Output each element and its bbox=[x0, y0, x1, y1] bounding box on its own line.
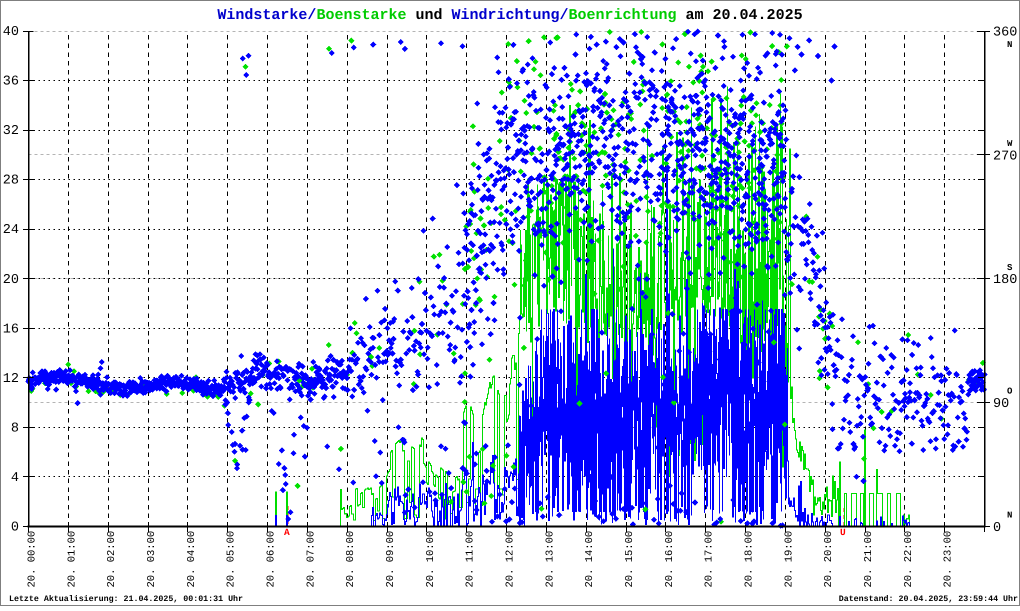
svg-text:16: 16 bbox=[3, 322, 19, 337]
svg-text:8: 8 bbox=[11, 421, 19, 436]
svg-text:20. 14:00: 20. 14:00 bbox=[584, 531, 596, 588]
svg-text:Letzte Aktualisierung: 21.04.2: Letzte Aktualisierung: 21.04.2025, 00:01… bbox=[9, 594, 243, 604]
svg-text:Windstarke/Boenstarke und Wind: Windstarke/Boenstarke und Windrichtung/B… bbox=[217, 7, 802, 24]
svg-text:U: U bbox=[840, 527, 846, 538]
svg-text:40: 40 bbox=[3, 25, 19, 40]
svg-text:20. 04:00: 20. 04:00 bbox=[186, 531, 198, 588]
svg-text:0: 0 bbox=[11, 521, 19, 536]
svg-text:20. 18:00: 20. 18:00 bbox=[744, 531, 756, 588]
svg-text:20. 03:00: 20. 03:00 bbox=[146, 531, 158, 588]
svg-text:20. 17:00: 20. 17:00 bbox=[704, 531, 716, 588]
svg-text:20. 00:00: 20. 00:00 bbox=[27, 531, 39, 588]
svg-text:W: W bbox=[1007, 139, 1013, 149]
svg-text:N: N bbox=[1007, 40, 1012, 50]
svg-text:N: N bbox=[1007, 511, 1012, 521]
svg-text:O: O bbox=[1007, 387, 1013, 397]
svg-text:20. 19:00: 20. 19:00 bbox=[783, 531, 795, 588]
svg-text:20. 22:00: 20. 22:00 bbox=[903, 531, 915, 588]
svg-text:28: 28 bbox=[3, 174, 19, 189]
svg-text:20. 21:00: 20. 21:00 bbox=[863, 531, 875, 588]
svg-text:360: 360 bbox=[993, 26, 1017, 41]
svg-text:36: 36 bbox=[3, 75, 19, 90]
svg-text:20. 02:00: 20. 02:00 bbox=[106, 531, 118, 588]
svg-text:20: 20 bbox=[3, 273, 19, 288]
svg-text:Datenstand: 20.04.2025, 23:59:: Datenstand: 20.04.2025, 23:59:44 Uhr bbox=[839, 594, 1018, 604]
svg-text:20. 12:00: 20. 12:00 bbox=[505, 531, 517, 588]
svg-text:20. 23:00: 20. 23:00 bbox=[943, 531, 955, 588]
svg-text:20. 11:00: 20. 11:00 bbox=[465, 531, 477, 588]
svg-text:12: 12 bbox=[3, 372, 19, 387]
svg-text:S: S bbox=[1007, 263, 1013, 273]
svg-text:4: 4 bbox=[11, 471, 19, 486]
svg-text:20. 07:00: 20. 07:00 bbox=[305, 531, 317, 588]
svg-text:A: A bbox=[284, 527, 290, 538]
svg-text:32: 32 bbox=[3, 124, 19, 139]
svg-text:20. 10:00: 20. 10:00 bbox=[425, 531, 437, 588]
svg-text:24: 24 bbox=[3, 223, 19, 238]
svg-text:20. 01:00: 20. 01:00 bbox=[66, 531, 78, 588]
svg-text:20. 16:00: 20. 16:00 bbox=[664, 531, 676, 588]
svg-text:180: 180 bbox=[993, 273, 1017, 288]
svg-text:20. 20:00: 20. 20:00 bbox=[823, 531, 835, 588]
svg-text:90: 90 bbox=[993, 397, 1009, 412]
svg-text:20. 08:00: 20. 08:00 bbox=[345, 531, 357, 588]
svg-text:20. 09:00: 20. 09:00 bbox=[385, 531, 397, 588]
svg-text:20. 06:00: 20. 06:00 bbox=[266, 531, 278, 588]
svg-text:20. 05:00: 20. 05:00 bbox=[226, 531, 238, 588]
svg-text:20. 13:00: 20. 13:00 bbox=[544, 531, 556, 588]
svg-text:0: 0 bbox=[993, 521, 1001, 536]
svg-text:270: 270 bbox=[993, 149, 1017, 164]
svg-text:20. 15:00: 20. 15:00 bbox=[624, 531, 636, 588]
